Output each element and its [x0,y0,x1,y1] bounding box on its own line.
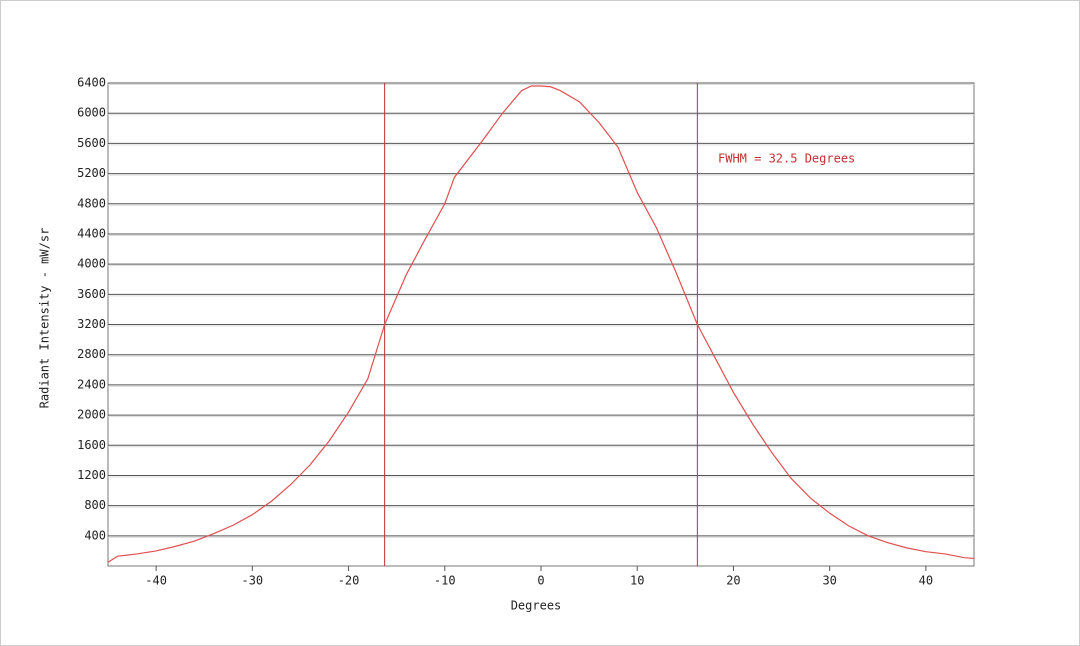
x-tick-label: 40 [919,574,933,588]
y-tick-label: 800 [84,498,106,512]
x-tick-label: -10 [434,574,456,588]
y-tick-label: 2800 [77,347,106,361]
y-tick-label: 2000 [77,408,106,422]
x-tick-label: 10 [630,574,644,588]
line-series [107,85,975,563]
y-axis-label: Radiant Intensity - mW/sr [38,228,52,409]
y-tick-label: 4000 [77,257,106,271]
x-axis-label: Degrees [511,599,562,613]
annotation: FWHM = 32.5 Degrees [718,152,855,166]
y-tick-label: 6000 [77,106,106,120]
x-tick-label: -40 [145,574,167,588]
y-tick-label: 6400 [77,76,106,90]
y-tick-label: 5600 [77,136,106,150]
x-tick-label: 30 [822,574,836,588]
y-tick-label: 4800 [77,196,106,210]
y-tick-label: 3200 [77,317,106,331]
y-tick-label: 4400 [77,226,106,240]
y-tick-label: 1200 [77,468,106,482]
x-tick-label: 0 [537,574,544,588]
y-tick-label: 5200 [77,166,106,180]
y-tick-label: 1600 [77,438,106,452]
y-tick-label: 3600 [77,287,106,301]
x-tick-label: -30 [241,574,263,588]
y-tick-label: 2400 [77,377,106,391]
x-tick-label: 20 [726,574,740,588]
x-tick-label: -20 [338,574,360,588]
y-tick-label: 400 [84,528,106,542]
